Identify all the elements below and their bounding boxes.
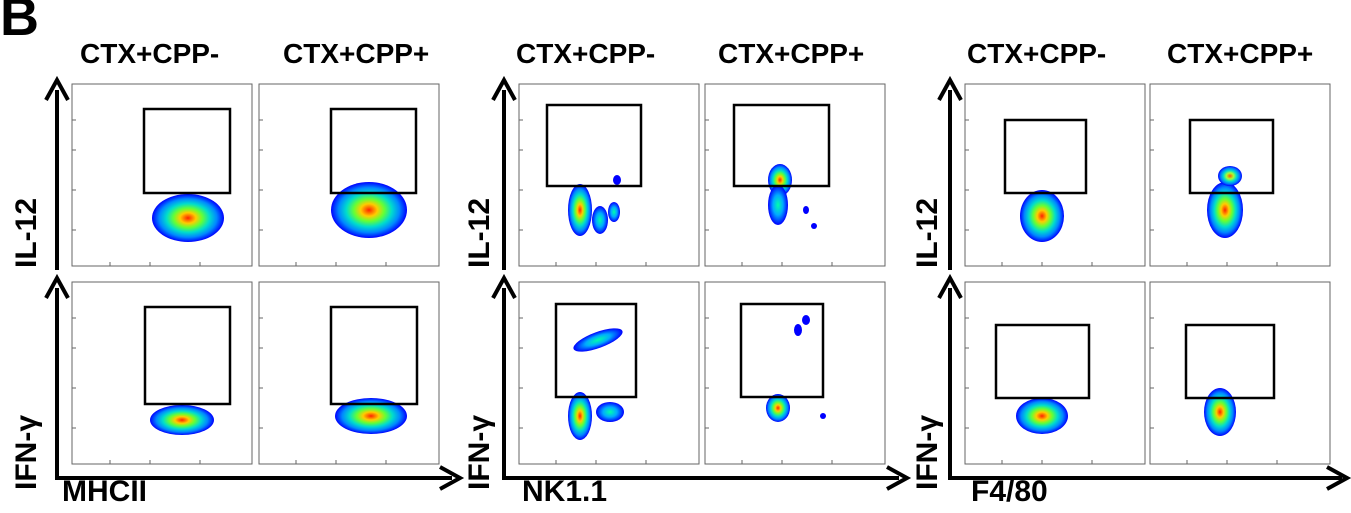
density-blob-g2-r2-c1-b: [596, 402, 624, 422]
plot-frame-g3-r2-c2: [1149, 281, 1331, 465]
plot-frame-g3-r1-c1: [964, 83, 1146, 267]
density-blob-g1-r2-c2: [335, 398, 407, 434]
density-blob-g1-r1-c2: [331, 182, 407, 238]
density-dot-g2-r1-c2-a: [803, 206, 809, 214]
arrowhead-right-g3: [1326, 465, 1351, 491]
density-blob-g3-r2-c1: [1016, 398, 1068, 434]
gate-g2-r2-c1: [554, 302, 638, 399]
column-header-g1-c1: CTX+CPP-: [80, 38, 220, 69]
plot-frame-g3-r2-c1: [964, 281, 1146, 465]
density-blob-g3-r2-c2: [1204, 388, 1236, 436]
density-blob-g2-r1-c1-c: [608, 202, 620, 222]
density-blob-g2-r2-c1-upper: [573, 328, 623, 352]
density-blob-g2-r2-c1: [568, 392, 592, 440]
plot-frame-g1-r1-c1: [71, 83, 253, 267]
x-label-g1: MHCII: [62, 475, 147, 508]
arrowhead-up-g1-r1: [44, 75, 70, 101]
column-header-g2-c2: CTX+CPP+: [718, 38, 865, 69]
gate-g2-r1-c1: [545, 103, 643, 188]
density-dot-g2-r1-c2-b: [811, 223, 817, 229]
arrowhead-up-g1-r2: [44, 273, 70, 299]
plot-frame-g2-r1-c2: [704, 83, 886, 267]
gate-g3-r2-c2: [1184, 323, 1276, 400]
plot-frame-g2-r1-c1: [518, 83, 700, 267]
density-blob-g2-r1-c2-b: [768, 185, 788, 225]
column-header-g3-c2: CTX+CPP+: [1167, 38, 1314, 69]
column-header-g1-c2: CTX+CPP+: [283, 38, 430, 69]
plot-frame-g1-r2-c1: [71, 281, 253, 465]
column-header-g2-c1: CTX+CPP-: [516, 38, 656, 69]
gate-g1-r2-c2: [329, 305, 419, 406]
plot-frame-g1-r2-c2: [258, 281, 440, 465]
arrowhead-up-g2-r1: [491, 75, 517, 101]
arrowhead-up-g2-r2: [491, 273, 517, 299]
gate-g1-r1-c2: [329, 107, 418, 195]
column-header-g3-c1: CTX+CPP-: [967, 38, 1107, 69]
plot-frame-g2-r2-c1: [518, 281, 700, 465]
density-blob-g2-r2-c2: [766, 394, 790, 422]
arrowhead-up-g3-r2: [937, 273, 963, 299]
density-blob-g2-r1-c1-b: [592, 206, 608, 234]
plot-frame-g3-r1-c2: [1149, 83, 1331, 267]
density-dot-g2-r2-c2-c: [820, 413, 826, 419]
density-dot-g2-r2-c2-b: [802, 315, 810, 325]
gate-g3-r2-c1: [994, 323, 1091, 400]
density-blob-g1-r2-c1: [150, 405, 214, 435]
gate-g3-r1-c2: [1188, 118, 1275, 195]
gate-g2-r1-c2: [732, 103, 831, 188]
arrowhead-right-g1: [439, 465, 465, 491]
density-dot-g2-r1-c1: [613, 175, 621, 185]
density-blob-g2-r1-c1: [568, 184, 592, 236]
arrowhead-up-g3-r1: [937, 75, 963, 101]
x-label-g3: F4/80: [971, 475, 1048, 508]
gate-g1-r1-c1: [142, 107, 232, 195]
x-label-g2: NK1.1: [522, 475, 608, 508]
density-blob-g3-r1-c2-b: [1218, 166, 1242, 186]
plot-frame-g1-r1-c2: [258, 83, 440, 267]
gate-g2-r2-c2: [739, 302, 825, 399]
density-blob-g3-r1-c1: [1020, 190, 1064, 242]
density-dot-g2-r2-c2-a: [794, 324, 802, 336]
density-blob-g1-r1-c1: [152, 194, 224, 242]
arrowhead-right-g2: [886, 465, 912, 491]
density-blob-g3-r1-c2: [1207, 182, 1243, 238]
panel-letter: B: [0, 0, 39, 47]
plot-frame-g2-r2-c2: [704, 281, 886, 465]
gate-g1-r2-c1: [143, 305, 232, 406]
gate-g3-r1-c1: [1003, 118, 1088, 195]
